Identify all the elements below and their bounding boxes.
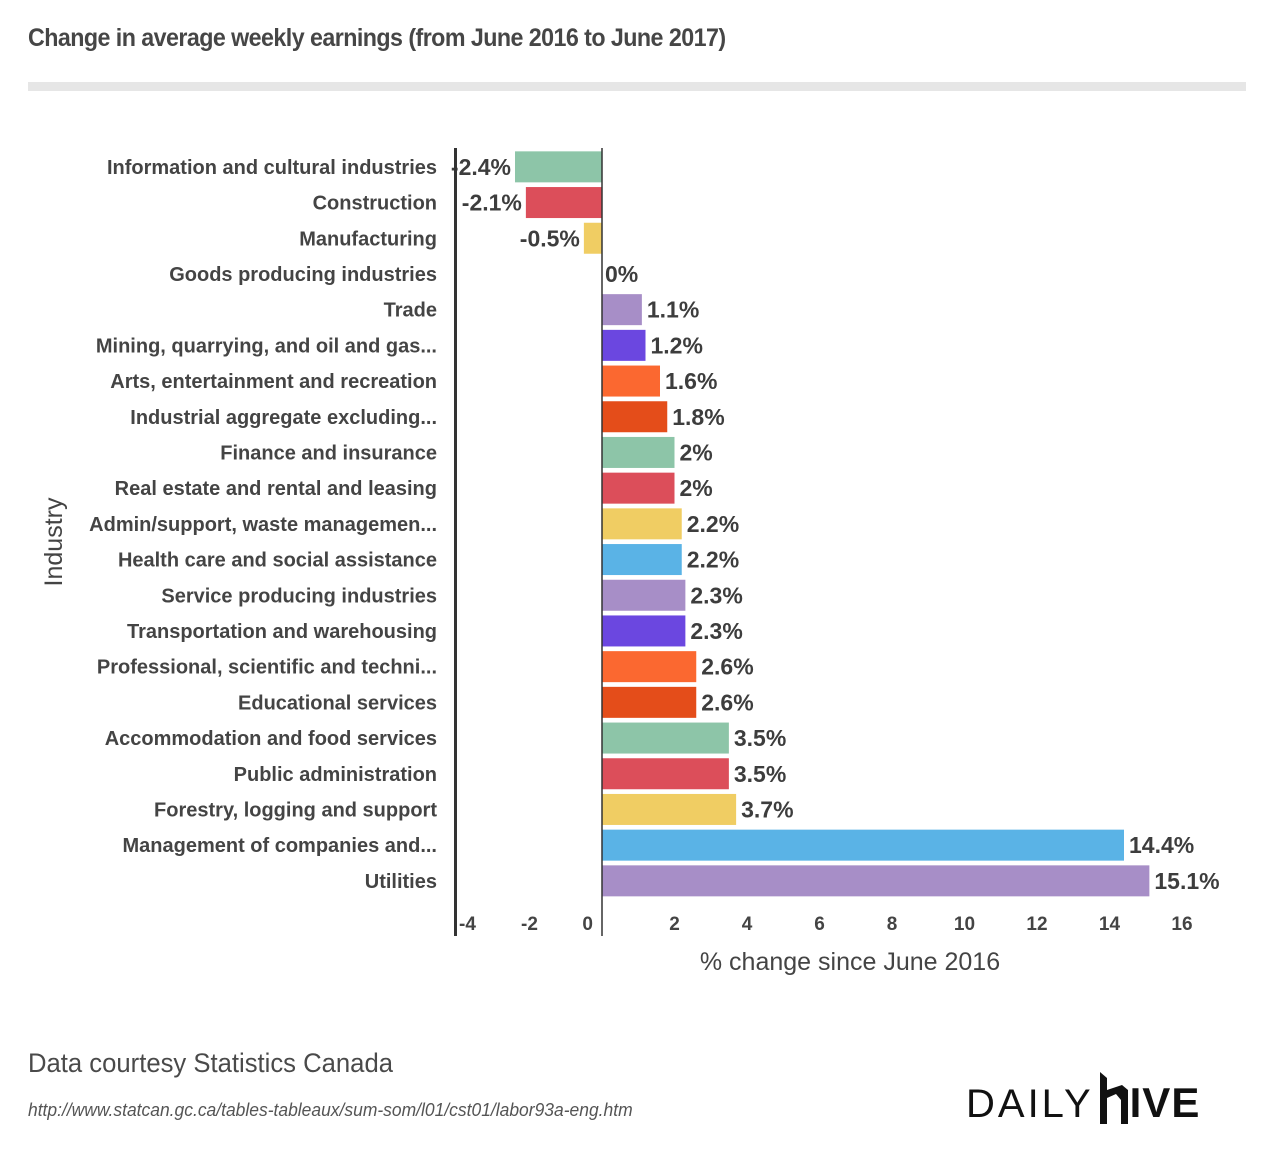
logo-text-daily: DAILY <box>966 1082 1094 1126</box>
x-tick-label: -2 <box>521 914 538 935</box>
category-label: Educational services <box>238 692 437 714</box>
y-axis-title: Industry <box>40 497 68 586</box>
x-tick-label: 4 <box>742 914 753 935</box>
bar <box>602 758 729 790</box>
category-label: Real estate and rental and leasing <box>115 478 437 500</box>
bar <box>602 579 686 611</box>
category-label: Mining, quarrying, and oil and gas... <box>96 335 437 357</box>
data-label: 2.2% <box>687 511 739 537</box>
bar <box>602 329 646 361</box>
x-tick-label: 8 <box>887 914 898 935</box>
category-label: Accommodation and food services <box>105 728 437 750</box>
source-url-link[interactable]: http://www.statcan.gc.ca/tables-tableaux… <box>28 1100 633 1120</box>
category-label: Health care and social assistance <box>118 550 437 572</box>
title-divider <box>28 82 1246 91</box>
data-label: -2.1% <box>462 190 522 216</box>
category-label: Arts, entertainment and recreation <box>110 371 437 393</box>
category-label: Forestry, logging and support <box>154 799 437 821</box>
bars-layer <box>515 151 1150 897</box>
category-label: Trade <box>384 300 437 322</box>
data-label: 15.1% <box>1154 868 1219 894</box>
data-label: 2.6% <box>701 654 753 680</box>
data-label: 3.5% <box>734 725 786 751</box>
data-label: 2.6% <box>701 689 753 715</box>
value-labels: -2.4% -2.1% -0.5% 0% 1.1% 1.2% 1.6% 1.8% 2% 2% 2.2… <box>451 154 1220 894</box>
x-tick-label: 10 <box>954 914 975 935</box>
data-label: 0% <box>605 261 638 287</box>
data-label: 2% <box>680 439 713 465</box>
bar <box>602 829 1124 861</box>
chart-title: Change in average weekly earnings (from … <box>28 24 726 52</box>
data-label: -2.4% <box>451 154 511 180</box>
bar <box>602 651 697 683</box>
data-label: 1.8% <box>672 404 724 430</box>
category-label: Utilities <box>365 871 437 893</box>
category-label: Goods producing industries <box>169 264 437 286</box>
category-labels: Information and cultural industries Const… <box>89 157 437 893</box>
bar <box>525 187 602 219</box>
daily-hive-logo: DAILY IVE <box>966 1064 1200 1124</box>
x-tick-label: 16 <box>1171 914 1192 935</box>
bar <box>583 222 602 254</box>
bar <box>602 401 668 433</box>
bar <box>602 365 660 397</box>
category-label: Manufacturing <box>299 228 437 250</box>
data-label: -0.5% <box>520 225 580 251</box>
x-tick-label: 14 <box>1099 914 1121 935</box>
x-tick-label: 12 <box>1026 914 1047 935</box>
category-label: Admin/support, waste managemen... <box>89 514 437 536</box>
bar <box>515 151 602 183</box>
bar <box>602 472 675 504</box>
data-source-note: Data courtesy Statistics Canada <box>28 1048 393 1078</box>
category-label: Service producing industries <box>161 585 437 607</box>
x-tick-labels: -4 -2 0 2 4 6 8 10 12 14 16 <box>459 914 1193 935</box>
bar <box>602 294 642 326</box>
bar <box>602 508 682 540</box>
category-label: Public administration <box>234 764 437 786</box>
category-label: Management of companies and... <box>122 835 437 857</box>
bar <box>602 722 729 754</box>
data-label: 3.5% <box>734 761 786 787</box>
data-label: 2% <box>680 475 713 501</box>
x-tick-label: 2 <box>669 914 680 935</box>
x-axis-title: % change since June 2016 <box>700 948 1000 976</box>
logo-text-hive: IVE <box>1129 1079 1201 1126</box>
x-tick-label: 6 <box>814 914 825 935</box>
category-label: Industrial aggregate excluding... <box>130 407 437 429</box>
data-label: 1.6% <box>665 368 717 394</box>
bar <box>602 544 682 576</box>
bar <box>602 615 686 647</box>
bar <box>602 865 1150 897</box>
data-label: 1.2% <box>651 332 703 358</box>
data-label: 3.7% <box>741 796 793 822</box>
data-label: 14.4% <box>1129 832 1194 858</box>
bar <box>602 436 675 468</box>
data-label: 1.1% <box>647 297 699 323</box>
x-tick-label: -4 <box>459 914 476 935</box>
logo-h-glyph-icon <box>1098 1068 1128 1124</box>
bar <box>602 793 737 825</box>
category-label: Finance and insurance <box>220 442 437 464</box>
data-label: 2.2% <box>687 547 739 573</box>
data-label: 2.3% <box>690 582 742 608</box>
bar <box>602 686 697 718</box>
category-label: Transportation and warehousing <box>127 621 437 643</box>
category-label: Information and cultural industries <box>107 157 437 179</box>
category-label: Professional, scientific and techni... <box>97 657 437 679</box>
category-label: Construction <box>313 193 437 215</box>
x-tick-label: 0 <box>582 914 593 935</box>
data-label: 2.3% <box>690 618 742 644</box>
